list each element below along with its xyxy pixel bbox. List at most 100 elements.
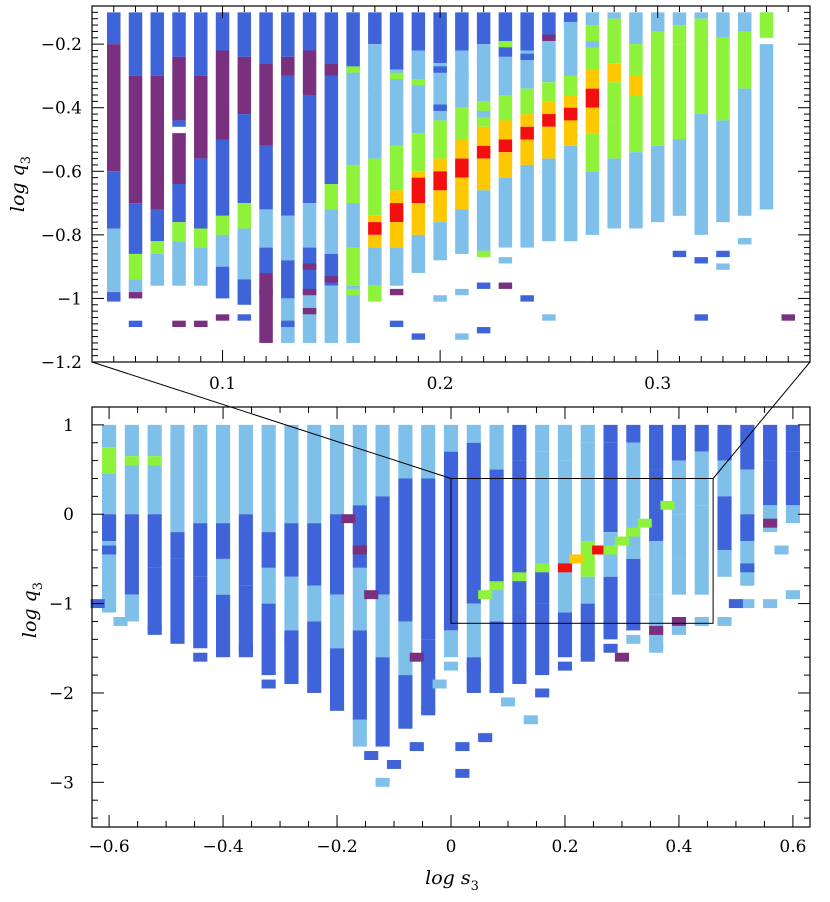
- heatmap-cell: [170, 634, 185, 644]
- heatmap-segment: [489, 621, 504, 693]
- heatmap-cell: [649, 625, 664, 635]
- heatmap-cell: [368, 295, 382, 302]
- heatmap-cell: [603, 545, 618, 555]
- heatmap-cell: [498, 257, 513, 264]
- heatmap-segment: [607, 12, 621, 19]
- heatmap-segment: [238, 424, 253, 515]
- heatmap-segment: [128, 292, 143, 299]
- heatmap-segment: [672, 12, 687, 26]
- heatmap-cell: [346, 288, 360, 296]
- heatmap-segment: [557, 567, 573, 613]
- heatmap-segment: [389, 12, 404, 70]
- heatmap-segment: [763, 460, 778, 506]
- heatmap-segment: [172, 133, 186, 184]
- heatmap-segment: [717, 496, 732, 550]
- heatmap-segment: [281, 12, 295, 57]
- heatmap-segment: [716, 12, 730, 38]
- heatmap-segment: [740, 514, 755, 542]
- heatmap-cell: [626, 527, 641, 537]
- heatmap-segment: [672, 25, 687, 45]
- heatmap-segment: [147, 424, 162, 457]
- heatmap-cell: [237, 295, 252, 302]
- heatmap-cell: [237, 314, 252, 321]
- heatmap-cell: [352, 545, 367, 555]
- heatmap-segment: [498, 139, 513, 153]
- heatmap-segment: [215, 215, 230, 235]
- heatmap-segment: [352, 630, 367, 720]
- zoom-region-box: [450, 478, 714, 624]
- heatmap-segment: [375, 496, 390, 595]
- heatmap-cell: [498, 40, 513, 48]
- top-y-axis-title: log q3: [7, 156, 34, 212]
- heatmap-cell: [535, 688, 550, 698]
- bottom-panel: −0.6 −0.4 −0.2 0 0.2 0.4 0.6 10−1−2−3 log q3 l…: [19, 406, 811, 894]
- heatmap-segment: [542, 37, 556, 83]
- heatmap-cell: [498, 282, 513, 289]
- heatmap-segment: [580, 442, 595, 542]
- heatmap-segment: [261, 567, 276, 604]
- heatmap-segment: [261, 424, 276, 533]
- heatmap-segment: [147, 514, 162, 568]
- heatmap-segment: [107, 12, 121, 45]
- heatmap-segment: [170, 532, 185, 559]
- heatmap-cell: [520, 53, 534, 61]
- heatmap-cell: [443, 661, 459, 671]
- heatmap-cell: [455, 742, 470, 752]
- heatmap-segment: [476, 12, 491, 45]
- heatmap-segment: [737, 31, 752, 89]
- heatmap-cell: [728, 599, 743, 609]
- heatmap-segment: [650, 31, 665, 146]
- heatmap-segment: [124, 465, 139, 515]
- heatmap-segment: [455, 139, 469, 159]
- heatmap-segment: [443, 630, 459, 658]
- heatmap-segment: [694, 424, 709, 452]
- y-tick-label: −0.6: [41, 162, 82, 182]
- heatmap-cell: [324, 276, 339, 283]
- heatmap-segment: [398, 621, 413, 676]
- heatmap-cell: [284, 634, 299, 644]
- heatmap-cell: [585, 40, 600, 48]
- heatmap-cell: [637, 518, 652, 528]
- heatmap-segment: [150, 75, 165, 210]
- heatmap-segment: [147, 465, 162, 515]
- heatmap-segment: [476, 44, 491, 102]
- heatmap-segment: [520, 12, 534, 51]
- heatmap-segment: [194, 12, 208, 76]
- heatmap-segment: [433, 171, 447, 191]
- x-tick-label: 0.6: [779, 837, 806, 857]
- heatmap-segment: [281, 215, 295, 261]
- heatmap-segment: [124, 424, 139, 457]
- heatmap-segment: [284, 523, 299, 577]
- heatmap-cell: [113, 617, 128, 626]
- heatmap-cell: [580, 652, 595, 662]
- zoom-connector-left: [91, 361, 452, 479]
- heatmap-segment: [128, 12, 143, 76]
- heatmap-segment: [238, 514, 253, 586]
- top-y-tick-labels: −0.2 −0.4 −0.6 −0.8 −1 −1.2: [41, 35, 82, 373]
- heatmap-segment: [259, 247, 273, 273]
- heatmap-segment: [302, 247, 317, 293]
- heatmap-cell: [763, 518, 778, 528]
- bottom-x-axis-title-sub: 3: [471, 879, 479, 894]
- heatmap-cell: [500, 697, 516, 707]
- heatmap-cell: [259, 288, 273, 296]
- heatmap-segment: [307, 523, 322, 586]
- heatmap-cell: [740, 599, 755, 609]
- heatmap-segment: [107, 44, 121, 172]
- heatmap-segment: [194, 158, 208, 229]
- heatmap-segment: [193, 576, 208, 649]
- heatmap-segment: [694, 12, 708, 19]
- heatmap-cell: [172, 320, 186, 328]
- heatmap-segment: [671, 558, 686, 595]
- heatmap-cell: [364, 751, 379, 760]
- heatmap-segment: [585, 12, 600, 26]
- heatmap-cell: [455, 72, 469, 80]
- heatmap-segment: [172, 222, 186, 242]
- heatmap-segment: [368, 247, 382, 286]
- heatmap-segment: [302, 292, 317, 343]
- heatmap-segment: [466, 478, 481, 604]
- heatmap-segment: [368, 44, 382, 159]
- heatmap-segment: [563, 107, 578, 121]
- heatmap-cell: [368, 85, 382, 92]
- heatmap-cell: [512, 572, 527, 582]
